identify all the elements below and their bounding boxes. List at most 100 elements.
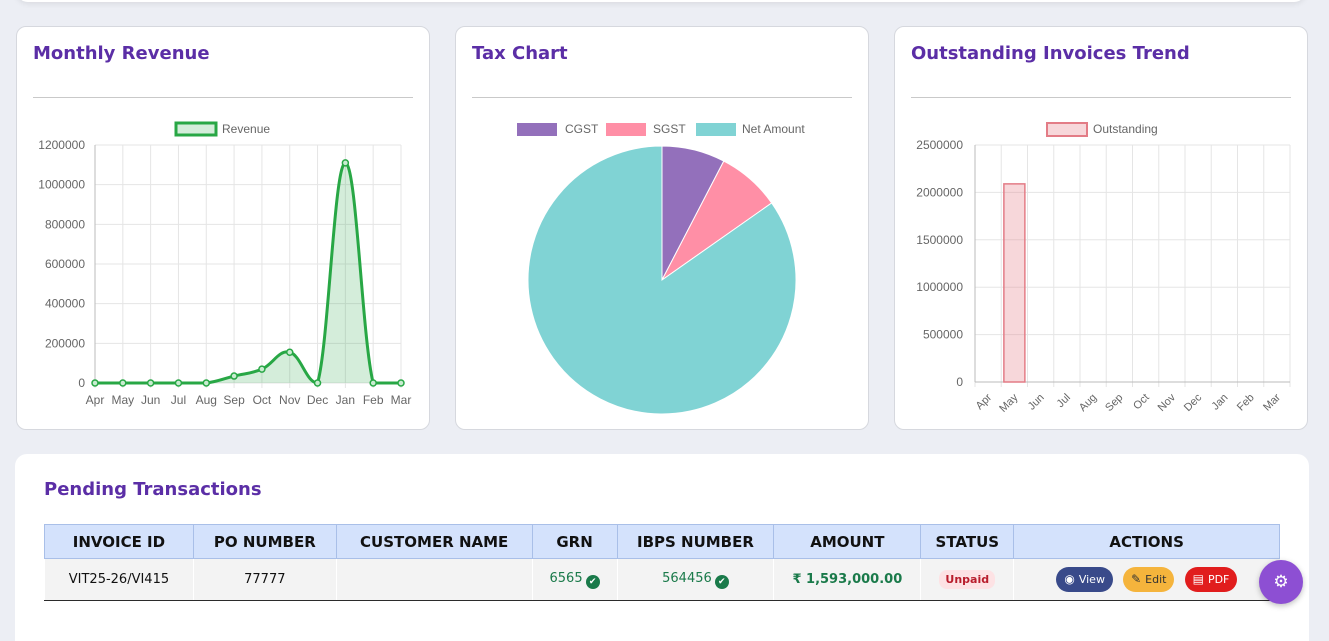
y-tick-label: 1200000 [38,138,85,152]
outstanding-bar-chart: Outstanding 0 500000 1000000 1500000 2000000 2… [916,122,1291,415]
x-tick-label: Oct [253,393,272,407]
status-cell: Unpaid [920,558,1014,601]
legend-label: SGST [653,122,686,136]
view-button[interactable]: ◉ View [1056,567,1113,592]
customer-name-cell [335,558,533,601]
y-tick-label: 0 [956,375,963,389]
legend-label: CGST [565,122,599,136]
data-point [313,379,322,387]
check-circle-icon: ✔ [714,574,729,589]
pdf-button[interactable]: ▤ PDF [1184,567,1238,592]
column-header[interactable]: AMOUNT [773,524,922,559]
data-point [202,379,211,387]
data-point [258,365,266,373]
transactions-table: INVOICE ID PO NUMBER CUSTOMER NAME GRN I… [44,524,1280,601]
data-point [397,379,405,387]
pdf-file-icon: ▤ [1192,572,1204,586]
legend-swatch [696,123,736,136]
legend-swatch [517,123,557,136]
table-header-row: INVOICE ID PO NUMBER CUSTOMER NAME GRN I… [44,524,1280,559]
x-tick-label: Dec [307,393,328,407]
legend-label: Revenue [222,122,270,136]
table-row: VIT25-26/VI415 77777 6565 ✔ 564456 ✔ ₹ 1,5… [44,558,1280,601]
data-point [285,348,294,357]
pending-transactions-card: Pending Transactions INVOICE ID PO NUMBE… [15,454,1309,641]
column-header[interactable]: CUSTOMER NAME [335,524,533,559]
y-tick-label: 0 [78,376,85,390]
x-tick-label: Dec [1182,391,1205,414]
grn-value: 6565 [549,570,583,586]
x-tick-label: Jun [141,393,160,407]
grn-cell: 6565 ✔ [531,558,618,601]
column-header[interactable]: PO NUMBER [192,524,337,559]
edit-button[interactable]: ✎ Edit [1123,567,1175,592]
pdf-label: PDF [1207,573,1230,586]
monthly-revenue-card: Monthly Revenue Revenue 0 200000 400000 6000… [16,26,430,430]
actions-cell: ◉ View ✎ Edit ▤ PDF [1013,558,1280,601]
x-tick-label: Aug [196,393,217,407]
po-number-cell: 77777 [192,558,337,601]
tax-pie-chart: CGST SGST Net Amount [517,122,805,415]
legend-label: Net Amount [742,122,805,136]
edit-icon: ✎ [1131,572,1142,586]
y-tick-label: 2500000 [916,138,963,152]
settings-fab-button[interactable]: ⚙ [1259,560,1303,604]
column-header[interactable]: GRN [531,524,618,559]
legend-label: Outstanding [1093,122,1158,136]
revenue-area [95,162,401,383]
x-tick-label: Nov [279,393,300,407]
x-tick-label: May [111,393,134,407]
data-point [369,379,377,387]
revenue-chart: Revenue 0 200000 400000 600000 800000 1000000 1… [38,121,412,407]
data-point [119,379,127,387]
y-tick-label: 500000 [923,328,963,342]
card-title: Tax Chart [472,43,568,64]
x-tick-label: Aug [1077,392,1099,414]
card-title: Monthly Revenue [33,43,210,64]
eye-icon: ◉ [1064,572,1075,586]
column-header[interactable]: IBPS NUMBER [616,524,775,559]
x-tick-label: Mar [1261,391,1283,413]
data-point [174,379,183,387]
amount-cell: ₹ 1,593,000.00 [773,558,921,601]
x-tick-label: Feb [363,393,384,407]
y-tick-label: 1500000 [916,233,963,247]
y-tick-label: 400000 [45,297,85,311]
x-tick-label: Jul [171,393,186,407]
x-tick-label: Nov [1156,391,1179,414]
top-panel-edge [16,0,1306,2]
tax-chart-card: Tax Chart CGST SGST Net Amount [455,26,869,430]
x-tick-label: Sep [1103,392,1125,414]
x-tick-label: Oct [1131,392,1152,413]
gear-icon: ⚙ [1273,572,1289,591]
bar [1003,183,1026,383]
y-tick-label: 1000000 [916,280,963,294]
data-point [146,379,155,387]
check-circle-icon: ✔ [585,574,600,589]
outstanding-card: Outstanding Invoices Trend Outstanding 0 5… [894,26,1308,430]
data-point [341,159,350,167]
column-header[interactable]: STATUS [920,524,1015,559]
edit-label: Edit [1145,573,1167,586]
card-title: Outstanding Invoices Trend [911,43,1190,64]
y-tick-label: 600000 [45,257,85,271]
legend-swatch [1046,122,1088,137]
data-point [91,379,99,387]
legend-swatch [174,121,218,137]
x-tick-label: Mar [391,393,412,407]
column-header[interactable]: INVOICE ID [44,524,194,559]
view-label: View [1078,573,1105,586]
invoice-id-cell: VIT25-26/VI415 [44,558,194,601]
ibps-value: 564456 [662,570,712,586]
y-tick-label: 800000 [45,217,85,231]
x-tick-label: Apr [974,391,995,412]
column-header[interactable]: ACTIONS [1013,524,1280,559]
section-title: Pending Transactions [44,479,262,500]
x-tick-label: May [997,391,1021,415]
ibps-cell: 564456 ✔ [616,558,774,601]
divider [911,97,1291,98]
x-tick-label: Jan [1209,392,1230,413]
x-tick-label: Jun [1026,392,1047,413]
y-tick-label: 1000000 [38,178,85,192]
status-badge: Unpaid [939,570,996,589]
